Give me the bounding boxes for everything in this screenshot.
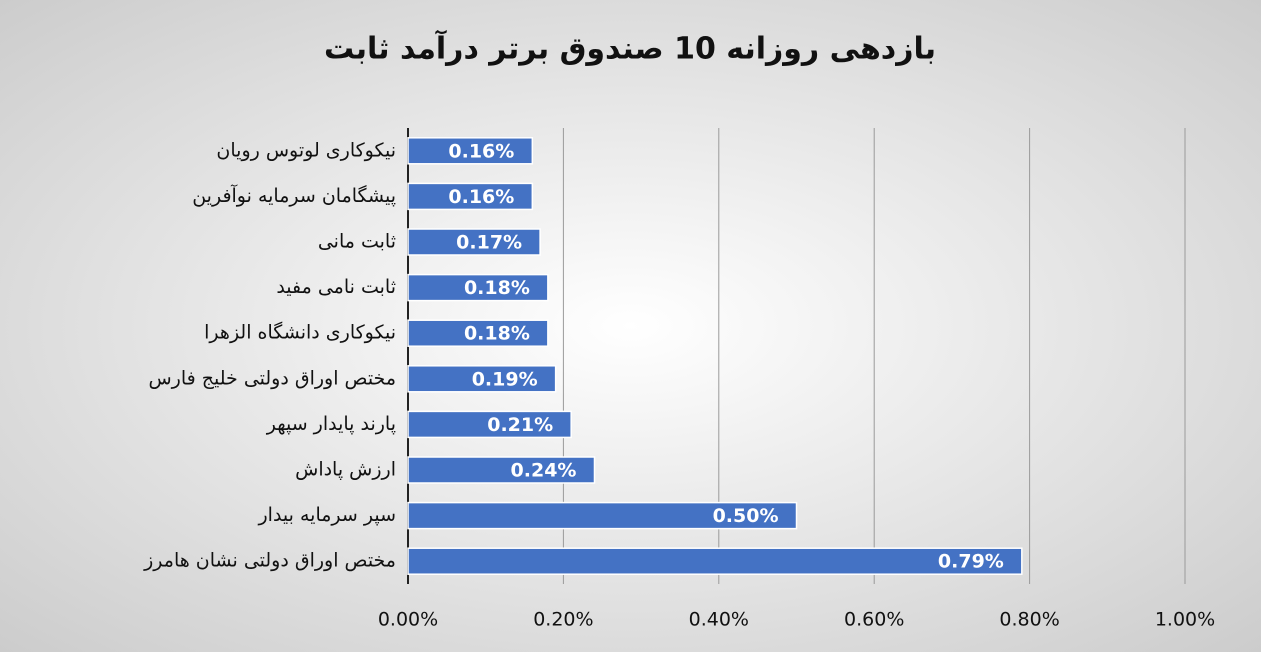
bar [407, 501, 798, 530]
value-label: 0.17% [456, 232, 522, 254]
value-label: 0.16% [448, 140, 514, 162]
y-tick-label: مختص اوراق دولتی خلیج فارس [148, 367, 396, 389]
value-label: 0.21% [487, 414, 553, 436]
y-tick-label: مختص اوراق دولتی نشان هامرز [143, 550, 396, 572]
y-tick-label: نیکوکاری دانشگاه الزهرا [204, 321, 396, 344]
y-tick-label: سپر سرمایه بیدار [257, 504, 396, 526]
y-tick-label: پیشگامان سرمایه نوآفرین [192, 183, 396, 207]
value-label: 0.24% [511, 460, 577, 482]
chart-title: بازدهی روزانه 10 صندوق برتر درآمد ثابت [324, 30, 936, 67]
y-tick-label: ارزش پاداش [295, 459, 396, 481]
x-tick-label: 0.80% [999, 609, 1059, 631]
value-label: 0.18% [464, 323, 530, 345]
bar [407, 319, 549, 347]
bar [407, 410, 572, 439]
bar [407, 182, 534, 211]
x-tick-label: 0.40% [689, 609, 749, 631]
x-tick-label: 0.60% [844, 609, 904, 631]
value-label: 0.79% [938, 551, 1004, 573]
bar [407, 547, 1023, 575]
bar [407, 365, 557, 393]
value-label: 0.19% [472, 368, 538, 390]
bar [407, 228, 541, 256]
bar [407, 137, 534, 165]
bar [407, 456, 596, 484]
value-label: 0.50% [713, 505, 779, 527]
value-label: 0.18% [464, 277, 530, 299]
y-tick-label: نیکوکاری لوتوس رویان [216, 139, 396, 161]
x-tick-label: 0.00% [378, 609, 438, 631]
value-label: 0.16% [448, 186, 514, 208]
x-tick-label: 1.00% [1155, 609, 1215, 631]
bar [407, 273, 549, 302]
y-tick-label: پارند پایدار سپهر [266, 413, 396, 435]
y-tick-label: ثابت مانی [318, 231, 396, 253]
x-tick-label: 0.20% [533, 609, 593, 631]
y-tick-label: ثابت نامی مفید [276, 276, 396, 298]
